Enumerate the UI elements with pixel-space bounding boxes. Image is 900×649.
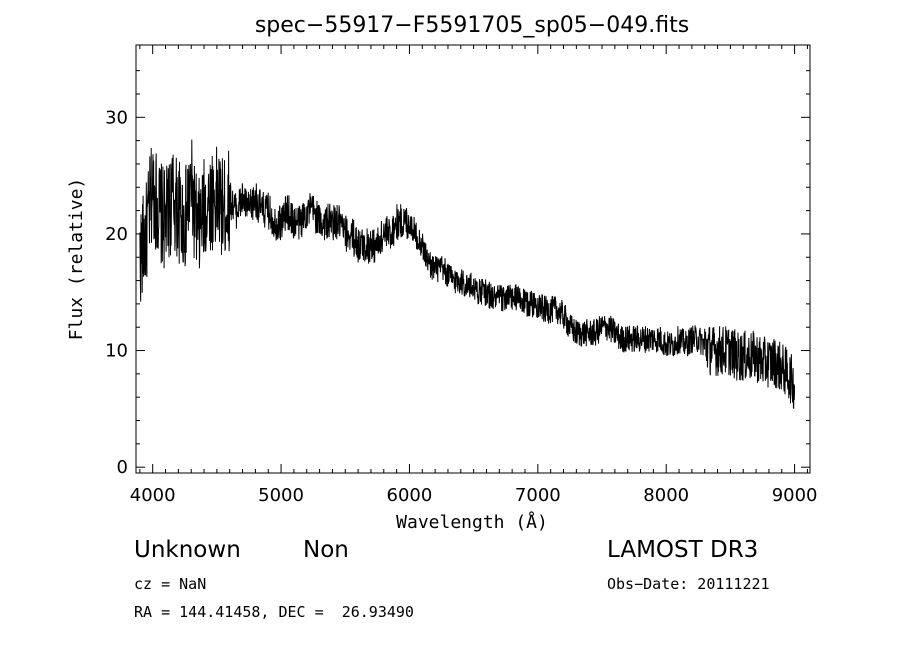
subclass-label: Non <box>303 537 349 563</box>
x-axis: 4000 5000 6000 7000 8000 9000 <box>130 45 818 506</box>
y-tick-label: 20 <box>105 224 128 245</box>
x-tick-label: 6000 <box>387 485 433 506</box>
observation-date: Obs−Date: 20111221 <box>607 575 770 593</box>
y-tick-label: 10 <box>105 341 128 362</box>
x-tick-label: 8000 <box>643 485 689 506</box>
x-tick-label: 4000 <box>130 485 176 506</box>
class-label: Unknown <box>134 537 241 563</box>
x-tick-label: 9000 <box>772 485 818 506</box>
y-axis-label: Flux (relative) <box>66 178 87 341</box>
flux-series-line <box>139 139 796 409</box>
survey-label: LAMOST DR3 <box>607 537 759 563</box>
y-tick-label: 30 <box>105 107 128 128</box>
plot-frame <box>135 44 811 474</box>
coordinates: RA = 144.41458, DEC = 26.93490 <box>134 603 414 621</box>
series-layer <box>139 139 796 409</box>
chart-title: spec−55917−F5591705_sp05−049.fits <box>255 13 689 38</box>
x-tick-label: 5000 <box>258 485 304 506</box>
redshift-value: cz = NaN <box>134 575 207 593</box>
x-axis-label: Wavelength (Å) <box>396 511 548 533</box>
y-tick-label: 0 <box>117 457 128 478</box>
x-tick-label: 7000 <box>515 485 561 506</box>
y-axis: 0 10 20 30 <box>105 70 810 478</box>
